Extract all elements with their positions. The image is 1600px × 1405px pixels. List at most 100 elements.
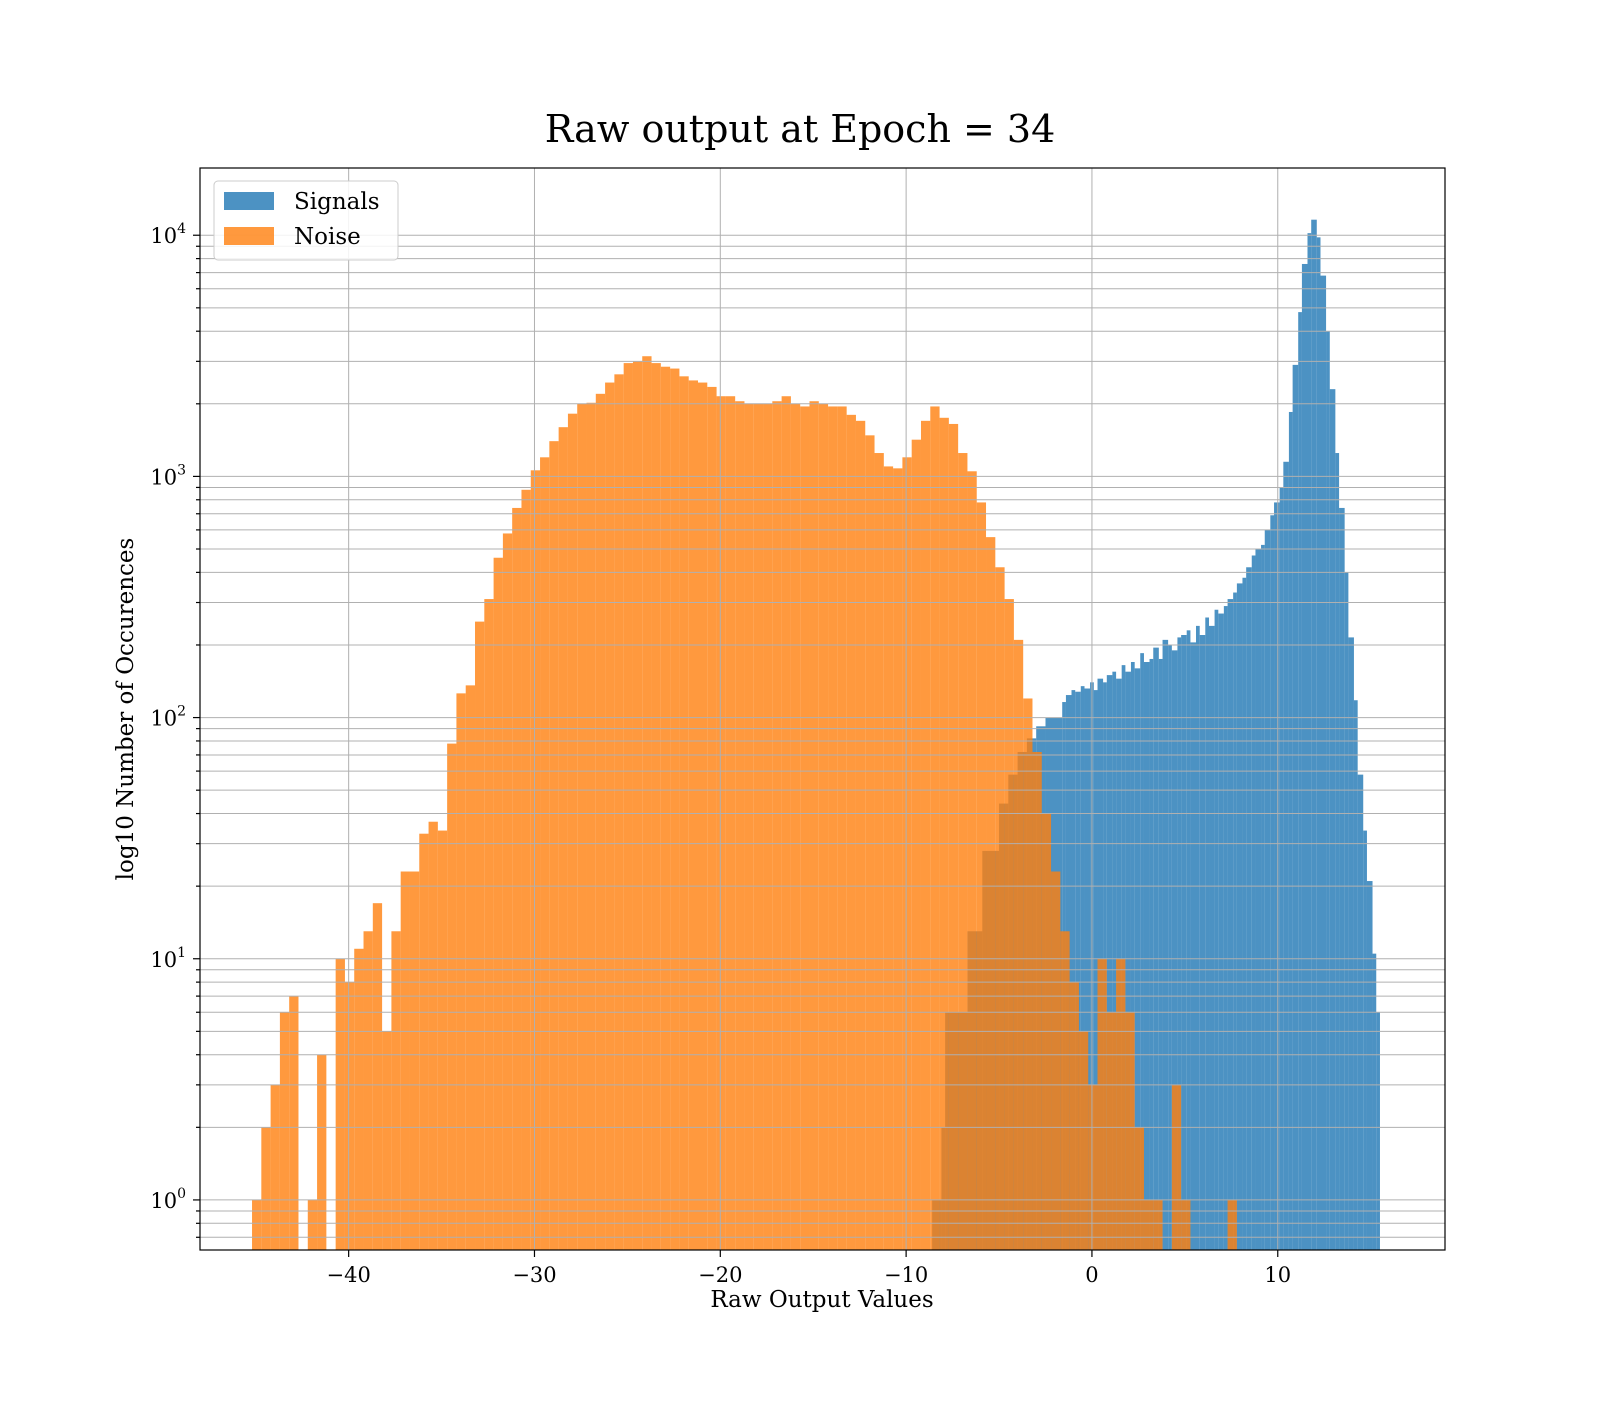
bar-signals (1316, 237, 1321, 1250)
bar-noise (409, 871, 420, 1250)
bar-noise (363, 931, 373, 1250)
bar-signals (1251, 555, 1256, 1250)
bar-signals (1274, 502, 1280, 1250)
bar-signals (1376, 1012, 1380, 1250)
bar-signals (1298, 312, 1302, 1250)
bar-noise (623, 363, 633, 1250)
bar-noise (902, 457, 912, 1250)
bar-signals (1339, 507, 1345, 1250)
bar-noise (976, 502, 987, 1250)
bar-noise (1004, 599, 1014, 1250)
bar-noise (670, 368, 680, 1250)
y-tick-label: 100 (150, 1186, 186, 1213)
bar-noise (688, 380, 698, 1250)
bar-noise (660, 366, 671, 1250)
legend-swatch-noise (224, 227, 274, 245)
bar-noise (763, 403, 773, 1250)
bar-noise (1143, 1199, 1154, 1250)
bar-signals (1140, 653, 1144, 1250)
bar-noise (595, 393, 606, 1250)
bar-signals (1242, 577, 1247, 1250)
bar-noise (790, 403, 801, 1250)
y-tick-label: 101 (150, 945, 186, 972)
x-tick-label: 10 (1264, 1263, 1291, 1287)
bar-signals (1080, 686, 1085, 1250)
bar-noise (986, 537, 996, 1250)
bar-signals (1125, 671, 1131, 1250)
bar-noise (874, 453, 884, 1250)
bar-noise (1051, 871, 1061, 1250)
bar-signals (1112, 671, 1117, 1250)
bar-signals (1283, 461, 1289, 1250)
bar-noise (828, 406, 838, 1250)
bar-noise (419, 833, 429, 1250)
bar-signals (1348, 637, 1354, 1250)
bar-signals (1344, 572, 1349, 1250)
bar-signals (1307, 233, 1312, 1250)
bar-noise (400, 871, 410, 1250)
bar-noise (1078, 1031, 1089, 1250)
bar-noise (391, 931, 401, 1250)
bar-noise (930, 406, 940, 1250)
chart-title: Raw output at Epoch = 34 (545, 107, 1056, 151)
bar-noise (428, 821, 438, 1250)
bar-noise (1023, 698, 1033, 1250)
bar-signals (1227, 599, 1234, 1250)
bar-noise (1032, 751, 1042, 1250)
bar-signals (1177, 637, 1182, 1250)
bar-noise (1171, 1084, 1182, 1250)
axis-ticks: −40 −30 −20 −10 0 10 100 101 102 103 104 (150, 221, 1291, 1287)
bar-signals (1311, 219, 1317, 1250)
series-noise-bars (252, 356, 1237, 1250)
bar-signals (1246, 567, 1252, 1250)
bar-signals (1255, 549, 1262, 1250)
bar-signals (1199, 635, 1206, 1250)
bar-noise (372, 903, 383, 1250)
bar-noise (354, 948, 364, 1250)
bar-noise (1106, 1012, 1117, 1250)
bar-noise (632, 361, 643, 1250)
bar-noise (567, 413, 578, 1250)
bar-noise (1097, 958, 1107, 1250)
bar-signals (1301, 263, 1308, 1250)
bar-signals (1181, 635, 1187, 1250)
bar-noise (289, 996, 299, 1250)
bar-signals (1158, 658, 1163, 1250)
bar-noise (735, 401, 745, 1250)
x-tick-label: −30 (512, 1263, 556, 1287)
bar-noise (475, 621, 485, 1250)
bar-noise (1125, 1012, 1135, 1250)
bar-noise (437, 830, 448, 1250)
legend-swatch-signals (224, 192, 274, 210)
bar-signals (1233, 592, 1237, 1250)
bar-signals (1218, 613, 1224, 1250)
x-tick-label: −40 (326, 1263, 370, 1287)
bar-noise (279, 1012, 290, 1250)
bar-noise (484, 599, 494, 1250)
bar-signals (1084, 688, 1091, 1250)
bar-signals (1261, 544, 1265, 1250)
bar-signals (1353, 700, 1358, 1250)
bar-noise (1134, 1127, 1144, 1250)
bar-noise (447, 743, 457, 1250)
bar-signals (1162, 639, 1169, 1250)
bar-noise (456, 693, 466, 1250)
bar-noise (558, 427, 568, 1250)
bar-signals (1075, 691, 1081, 1250)
bar-signals (1168, 644, 1172, 1250)
bar-noise (753, 403, 764, 1250)
bar-noise (716, 396, 726, 1250)
bar-noise (307, 1199, 318, 1250)
bar-signals (1186, 630, 1191, 1250)
bar-noise (1088, 1084, 1098, 1250)
bar-noise (530, 470, 541, 1250)
bar-signals (1106, 675, 1113, 1250)
bar-noise (577, 403, 587, 1250)
bar-noise (1013, 639, 1024, 1250)
bar-noise (744, 403, 754, 1250)
bar-noise (252, 1199, 262, 1250)
bar-noise (1153, 1199, 1163, 1250)
bar-signals (1196, 625, 1200, 1250)
bar-noise (883, 466, 894, 1250)
bar-signals (1149, 658, 1154, 1250)
